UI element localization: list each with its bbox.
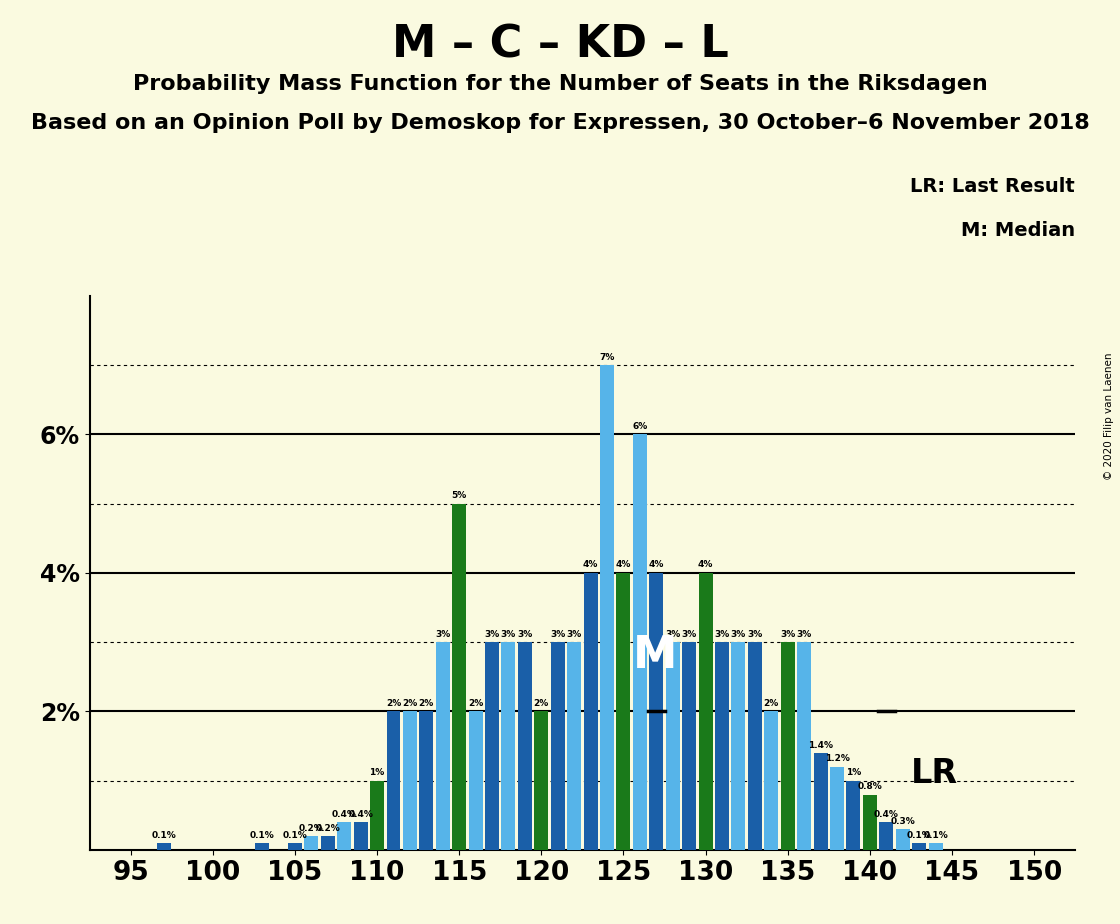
Text: Based on an Opinion Poll by Demoskop for Expressen, 30 October–6 November 2018: Based on an Opinion Poll by Demoskop for…: [30, 113, 1090, 133]
Text: 1%: 1%: [370, 769, 384, 777]
Bar: [584, 573, 598, 850]
Text: 3%: 3%: [682, 630, 697, 638]
Text: 0.1%: 0.1%: [250, 831, 274, 840]
Bar: [715, 642, 729, 850]
Text: LR: Last Result: LR: Last Result: [911, 176, 1075, 196]
Bar: [517, 642, 532, 850]
Text: 5%: 5%: [451, 492, 467, 500]
Text: 0.4%: 0.4%: [874, 810, 898, 819]
Bar: [928, 843, 943, 850]
Bar: [616, 573, 631, 850]
Bar: [633, 434, 647, 850]
Bar: [600, 365, 614, 850]
Bar: [813, 753, 828, 850]
Bar: [731, 642, 746, 850]
Bar: [502, 642, 515, 850]
Text: 3%: 3%: [436, 630, 450, 638]
Bar: [650, 573, 663, 850]
Text: 3%: 3%: [550, 630, 566, 638]
Text: 4%: 4%: [616, 561, 632, 569]
Bar: [288, 843, 302, 850]
Text: 3%: 3%: [731, 630, 746, 638]
Bar: [862, 795, 877, 850]
Bar: [847, 781, 860, 850]
Text: 3%: 3%: [747, 630, 763, 638]
Bar: [452, 504, 466, 850]
Bar: [468, 711, 483, 850]
Bar: [912, 843, 926, 850]
Text: 0.2%: 0.2%: [316, 824, 340, 833]
Text: 3%: 3%: [567, 630, 581, 638]
Bar: [534, 711, 549, 850]
Bar: [320, 836, 335, 850]
Bar: [830, 767, 844, 850]
Bar: [748, 642, 762, 850]
Text: M: M: [633, 634, 676, 676]
Text: LR: LR: [911, 758, 958, 790]
Text: 0.1%: 0.1%: [923, 831, 948, 840]
Bar: [567, 642, 581, 850]
Text: 3%: 3%: [665, 630, 680, 638]
Bar: [337, 822, 352, 850]
Text: 3%: 3%: [781, 630, 795, 638]
Text: 0.1%: 0.1%: [907, 831, 932, 840]
Text: © 2020 Filip van Laenen: © 2020 Filip van Laenen: [1104, 352, 1114, 480]
Text: 2%: 2%: [764, 699, 778, 708]
Text: 3%: 3%: [485, 630, 500, 638]
Text: 0.1%: 0.1%: [151, 831, 176, 840]
Bar: [157, 843, 170, 850]
Bar: [879, 822, 894, 850]
Text: 3%: 3%: [501, 630, 516, 638]
Text: M – C – KD – L: M – C – KD – L: [392, 23, 728, 67]
Text: 0.4%: 0.4%: [332, 810, 356, 819]
Text: 0.2%: 0.2%: [299, 824, 324, 833]
Bar: [386, 711, 401, 850]
Text: 0.8%: 0.8%: [858, 783, 883, 791]
Bar: [896, 830, 909, 850]
Text: 3%: 3%: [517, 630, 532, 638]
Text: 3%: 3%: [715, 630, 729, 638]
Bar: [370, 781, 384, 850]
Text: 4%: 4%: [582, 561, 598, 569]
Text: 4%: 4%: [698, 561, 713, 569]
Bar: [305, 836, 318, 850]
Text: 1%: 1%: [846, 769, 861, 777]
Text: 1.2%: 1.2%: [824, 755, 849, 763]
Bar: [419, 711, 433, 850]
Text: 0.4%: 0.4%: [348, 810, 373, 819]
Text: 2%: 2%: [468, 699, 483, 708]
Bar: [551, 642, 564, 850]
Text: 2%: 2%: [534, 699, 549, 708]
Text: 3%: 3%: [796, 630, 812, 638]
Text: 2%: 2%: [386, 699, 401, 708]
Text: 1.4%: 1.4%: [809, 741, 833, 749]
Text: 4%: 4%: [648, 561, 664, 569]
Bar: [797, 642, 811, 850]
Bar: [485, 642, 500, 850]
Text: 2%: 2%: [419, 699, 433, 708]
Bar: [436, 642, 450, 850]
Bar: [682, 642, 697, 850]
Text: M: Median: M: Median: [961, 221, 1075, 240]
Bar: [699, 573, 712, 850]
Bar: [665, 642, 680, 850]
Bar: [255, 843, 269, 850]
Text: 6%: 6%: [633, 422, 647, 431]
Text: 0.1%: 0.1%: [282, 831, 307, 840]
Text: 0.3%: 0.3%: [890, 817, 915, 826]
Text: 7%: 7%: [599, 353, 615, 361]
Bar: [403, 711, 417, 850]
Bar: [781, 642, 795, 850]
Bar: [764, 711, 778, 850]
Bar: [354, 822, 367, 850]
Text: 2%: 2%: [402, 699, 418, 708]
Text: Probability Mass Function for the Number of Seats in the Riksdagen: Probability Mass Function for the Number…: [132, 74, 988, 94]
